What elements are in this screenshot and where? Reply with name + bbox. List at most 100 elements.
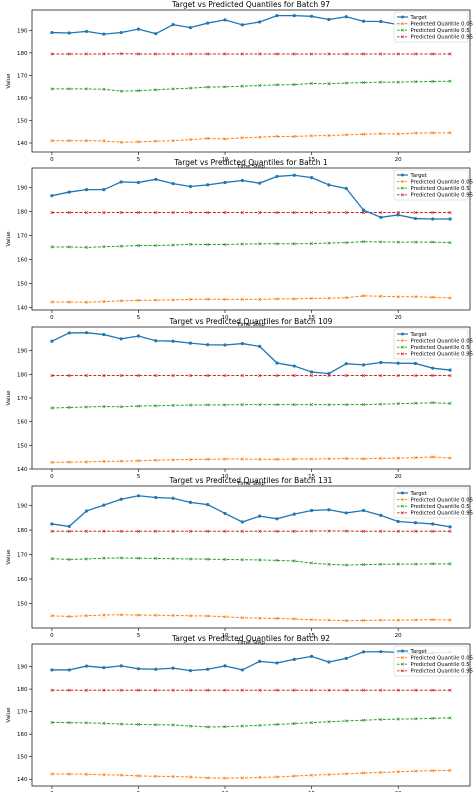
plot-frame [31,167,471,311]
point-3-13 [275,52,279,56]
point-3-23 [448,373,452,378]
point-3-15 [310,52,314,56]
point-0-4 [119,664,123,668]
x-tick-label: 5 [137,474,141,480]
point-2-4 [119,405,123,409]
point-3-21 [413,52,418,56]
point-3-18 [361,529,366,533]
x-tick-label: 10 [222,633,229,639]
series-group [50,14,452,144]
point-1-14 [292,617,296,621]
point-3-22 [431,373,435,378]
point-2-18 [361,81,366,85]
point-1-8 [188,138,192,142]
point-0-8 [188,184,193,189]
point-2-2 [84,245,89,249]
series-line-0 [51,174,451,220]
legend-marker-2 [401,504,404,508]
point-2-0 [50,406,54,410]
legend-box [393,487,469,519]
plot-frame [31,643,471,787]
point-2-1 [67,87,71,91]
point-3-14 [292,52,296,56]
point-3-0 [50,373,54,378]
point-2-6 [154,243,158,248]
legend-label-3: Predicted Quantile 0.95 [411,193,473,199]
point-3-4 [119,52,123,56]
x-tick-label: 20 [395,633,402,639]
point-0-7 [171,182,175,186]
point-3-14 [292,373,296,378]
point-3-7 [171,688,175,692]
x-tick-label: 5 [137,633,141,639]
point-3-19 [379,210,383,215]
point-1-15 [310,457,314,461]
series-line-0 [51,14,451,35]
point-2-3 [102,87,106,91]
point-3-4 [119,373,123,378]
y-tick-label: 150 [17,118,28,124]
point-2-19 [379,402,383,406]
y-tick-label: 190 [17,504,28,510]
point-3-5 [136,52,141,56]
point-3-12 [258,373,262,378]
point-2-19 [379,562,383,566]
point-2-8 [188,557,192,561]
legend-marker-2 [401,662,404,666]
point-1-22 [431,769,435,773]
point-2-16 [327,720,331,724]
point-3-11 [240,688,244,692]
point-1-20 [396,770,400,774]
point-1-9 [206,776,210,780]
point-3-14 [292,529,296,533]
point-1-3 [102,300,106,304]
point-1-0 [50,772,54,776]
x-tick-label: 20 [395,315,402,321]
x-tick-label: 15 [308,474,315,480]
point-1-10 [223,137,227,141]
point-1-21 [413,295,418,299]
point-3-15 [310,529,314,533]
point-2-14 [292,242,296,246]
point-2-8 [188,403,192,407]
legend-box [393,169,469,201]
point-2-12 [258,558,262,562]
point-0-15 [309,508,314,513]
y-tick-label: 150 [17,282,28,288]
point-1-9 [206,297,210,301]
point-3-23 [448,688,452,692]
point-1-8 [188,457,192,462]
series-line-2 [51,241,451,248]
x-tick-label: 0 [50,157,54,163]
point-0-18 [361,208,366,212]
x-tick-label: 5 [137,157,141,163]
point-2-3 [102,721,106,725]
point-1-4 [119,299,123,303]
point-1-11 [240,776,244,780]
x-tick-label: 20 [395,157,402,163]
point-1-7 [171,139,175,143]
point-2-21 [413,401,418,405]
point-3-9 [206,210,210,215]
point-0-13 [275,361,279,365]
legend-marker-3 [401,352,404,356]
point-3-16 [327,52,331,56]
legend-label-1: Predicted Quantile 0.05 [411,21,473,27]
point-3-10 [223,688,227,692]
point-1-6 [154,458,158,462]
point-1-23 [448,768,452,772]
point-1-13 [275,616,279,620]
point-3-3 [102,52,106,56]
point-2-2 [84,557,89,561]
legend-label-2: Predicted Quantile 0.5 [411,504,470,510]
point-3-12 [258,688,262,692]
point-2-21 [413,80,418,84]
point-3-2 [84,52,89,56]
point-0-22 [431,522,435,526]
point-1-14 [292,297,296,301]
point-1-13 [275,775,279,779]
point-2-9 [206,725,210,729]
series-line-2 [51,717,451,728]
point-2-13 [275,83,279,87]
point-0-19 [379,513,383,517]
